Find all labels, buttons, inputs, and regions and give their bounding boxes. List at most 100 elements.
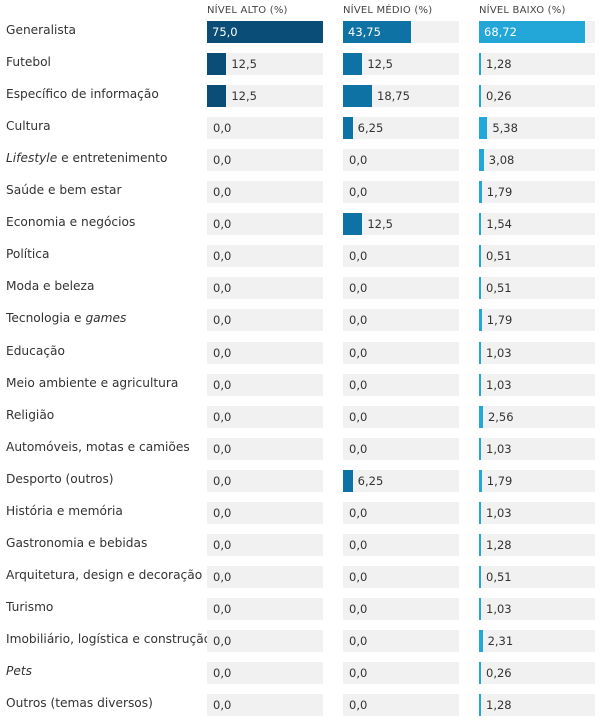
bar (479, 629, 483, 652)
data-label: 0,0 (349, 153, 368, 168)
bar (479, 565, 481, 588)
data-label: 12,5 (367, 57, 393, 72)
data-label: 0,26 (486, 89, 512, 104)
data-label: 1,79 (486, 185, 513, 200)
category-label: Pets (6, 664, 32, 678)
bar-track: 0,0 (207, 405, 323, 428)
bar-track: 68,72 (479, 21, 595, 43)
bar (343, 117, 353, 140)
data-label: 0,0 (349, 313, 368, 328)
data-label: 0,0 (213, 281, 232, 296)
category-label: Outros (temas diversos) (6, 696, 153, 711)
bar-track: 0,0 (207, 213, 323, 236)
bar-track: 0,0 (343, 629, 459, 652)
data-label: 0,0 (349, 441, 368, 456)
bar (343, 213, 363, 236)
bar (479, 373, 481, 396)
data-label: 2,31 (487, 633, 514, 648)
bar-track: 1,79 (479, 309, 595, 332)
data-label: 1,54 (486, 217, 512, 232)
data-label: 0,0 (213, 121, 232, 136)
bar-track: 12,5 (207, 53, 323, 76)
bar-track: 0,0 (207, 694, 323, 717)
bar (479, 533, 481, 556)
data-label: 0,0 (213, 409, 232, 424)
bar (479, 501, 481, 524)
bar-track: 1,03 (479, 437, 595, 460)
bar-track: 1,79 (479, 469, 595, 492)
data-label: 0,0 (213, 633, 232, 648)
bar (479, 469, 482, 492)
bar (479, 245, 481, 268)
data-label: 1,03 (486, 377, 512, 392)
bar (479, 85, 481, 108)
data-label: 68,72 (484, 25, 517, 39)
bar-track: 0,0 (343, 662, 459, 684)
category-label: Turismo (6, 599, 54, 614)
data-label: 0,0 (213, 249, 232, 264)
bar-track: 0,26 (479, 85, 595, 108)
data-label: 0,0 (213, 698, 232, 713)
data-label: 1,79 (486, 313, 513, 328)
bar (479, 213, 482, 236)
bar-track: 0,0 (207, 565, 323, 588)
data-label: 12,5 (367, 217, 393, 232)
data-label: 6,25 (357, 473, 384, 488)
bar-track: 0,0 (207, 629, 323, 652)
data-label: 0,0 (349, 505, 368, 520)
data-label: 0,0 (213, 441, 232, 456)
bar-track: 0,0 (343, 149, 459, 172)
bar-track: 1,28 (479, 694, 595, 717)
bar-track: 6,25 (343, 469, 459, 492)
data-label: 75,0 (212, 25, 238, 39)
category-label: Cultura (6, 119, 51, 134)
data-label: 0,0 (349, 249, 368, 264)
data-label: 12,5 (231, 89, 257, 104)
category-label: Lifestyle e entretenimento (6, 151, 168, 166)
bar (479, 21, 586, 43)
data-label: 0,0 (213, 313, 232, 328)
bar (479, 117, 488, 140)
bar-track: 0,0 (207, 149, 323, 172)
bar-track: 0,26 (479, 662, 595, 684)
data-label: 1,28 (486, 698, 512, 713)
bar-track: 12,5 (207, 85, 323, 108)
bar-track: 1,28 (479, 53, 595, 76)
category-label: Desporto (outros) (6, 471, 114, 486)
column-header: NÍVEL ALTO (%) (207, 5, 288, 16)
bar (479, 341, 481, 364)
bar (479, 662, 481, 684)
data-label: 0,0 (349, 281, 368, 296)
data-label: 1,03 (486, 345, 512, 360)
data-label: 0,0 (213, 569, 232, 584)
data-label: 1,03 (486, 601, 512, 616)
category-label: Política (6, 247, 50, 262)
data-label: 0,0 (213, 537, 232, 552)
data-label: 0,0 (349, 569, 368, 584)
bar-track: 1,79 (479, 181, 595, 204)
category-label: Saúde e bem estar (6, 183, 122, 198)
bar-track: 0,0 (343, 694, 459, 717)
bar-track: 0,0 (207, 533, 323, 556)
data-label: 0,0 (213, 473, 232, 488)
data-label: 1,03 (486, 441, 512, 456)
category-label: Religião (6, 407, 55, 422)
bar-track: 1,03 (479, 597, 595, 620)
bar-track: 2,31 (479, 629, 595, 652)
data-label: 0,0 (349, 633, 368, 648)
bar-track: 0,0 (207, 245, 323, 268)
bar-track: 5,38 (479, 117, 595, 140)
bar (479, 309, 482, 332)
bar-track: 2,56 (479, 405, 595, 428)
bar (479, 597, 481, 620)
category-label: Específico de informação (6, 87, 159, 102)
data-label: 0,51 (486, 281, 512, 296)
bar-track: 0,0 (207, 181, 323, 204)
bar-track: 1,03 (479, 373, 595, 396)
data-label: 0,0 (349, 537, 368, 552)
data-label: 0,0 (213, 345, 232, 360)
bar-track: 1,03 (479, 501, 595, 524)
data-label: 1,28 (486, 57, 512, 72)
category-label: Imobiliário, logística e construção (6, 631, 212, 646)
bar-track: 12,5 (343, 213, 459, 236)
